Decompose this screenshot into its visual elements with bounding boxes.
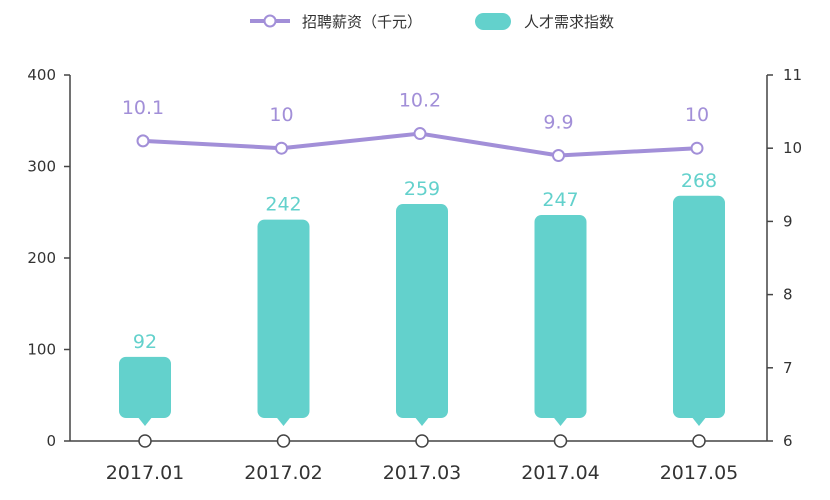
line-point bbox=[413, 127, 427, 141]
y-axis-right-ticks: 6 7 8 9 10 11 bbox=[767, 66, 802, 450]
line-point bbox=[552, 149, 565, 163]
x-tick-marker bbox=[138, 434, 152, 448]
y-right-tick-label: 7 bbox=[783, 359, 793, 377]
y-left-tick-label: 100 bbox=[27, 341, 56, 359]
legend-line-marker bbox=[263, 14, 277, 28]
legend-bar-swatch bbox=[475, 13, 511, 30]
bar-value-label: 268 bbox=[681, 170, 717, 192]
line-value-label: 10 bbox=[685, 104, 709, 126]
axes: 0 100 200 300 400 6 7 8 9 10 11 bbox=[27, 66, 802, 450]
line-point bbox=[275, 141, 288, 155]
line-point bbox=[136, 134, 150, 148]
legend-item-line[interactable]: 招聘薪资（千元） bbox=[250, 13, 422, 31]
y-right-tick-label: 11 bbox=[783, 66, 802, 84]
legend-bar-label: 人才需求指数 bbox=[524, 13, 614, 31]
bar-pointer bbox=[275, 416, 292, 426]
y-right-tick-label: 6 bbox=[783, 432, 793, 450]
line-value-label: 9.9 bbox=[543, 112, 573, 134]
y-right-tick-label: 8 bbox=[783, 286, 793, 304]
line-point bbox=[690, 141, 704, 155]
y-right-tick-label: 9 bbox=[783, 212, 793, 230]
bar-pointer bbox=[414, 416, 430, 426]
x-tick-marker bbox=[692, 434, 706, 448]
y-left-tick-label: 200 bbox=[27, 249, 56, 267]
legend: 招聘薪资（千元） 人才需求指数 bbox=[250, 13, 614, 31]
y-right-tick-label: 10 bbox=[783, 139, 802, 157]
bar-value-label: 242 bbox=[265, 194, 301, 216]
x-tick-marker bbox=[415, 434, 429, 448]
x-axis-ticks: 2017.01 2017.02 2017.03 2017.04 2017.05 bbox=[106, 434, 739, 484]
x-tick-label: 2017.04 bbox=[521, 462, 600, 484]
bar: 242 bbox=[257, 194, 310, 426]
bar-value-label: 92 bbox=[133, 331, 157, 353]
x-tick-marker bbox=[276, 434, 291, 448]
line-value-label: 10.2 bbox=[399, 90, 441, 112]
bar-value-label: 247 bbox=[542, 189, 578, 211]
x-tick-label: 2017.01 bbox=[106, 462, 185, 484]
legend-line-label: 招聘薪资（千元） bbox=[302, 13, 422, 31]
y-left-tick-label: 400 bbox=[27, 66, 56, 84]
legend-item-bar[interactable]: 人才需求指数 bbox=[475, 13, 614, 31]
bar-body bbox=[396, 204, 448, 418]
bar-body bbox=[534, 214, 587, 418]
bar-body bbox=[257, 219, 310, 418]
x-tick-marker bbox=[553, 434, 568, 448]
line-series: 10.1 10 10.2 9.9 10 bbox=[122, 90, 709, 163]
y-left-tick-label: 300 bbox=[27, 158, 56, 176]
line-value-label: 10 bbox=[269, 104, 293, 126]
line-value-label: 10.1 bbox=[122, 97, 164, 119]
x-tick-label: 2017.02 bbox=[244, 462, 323, 484]
bar-body bbox=[673, 195, 725, 418]
y-axis-left-ticks: 0 100 200 300 400 bbox=[27, 66, 70, 450]
bar: 268 bbox=[673, 170, 725, 426]
bar-value-label: 259 bbox=[404, 178, 440, 200]
bar-pointer bbox=[552, 416, 569, 426]
bar: 259 bbox=[396, 178, 448, 426]
bar-pointer bbox=[691, 416, 707, 426]
x-tick-label: 2017.03 bbox=[383, 462, 462, 484]
y-left-tick-label: 0 bbox=[46, 432, 56, 450]
bar-series: 92 242 259 247 268 bbox=[119, 170, 725, 426]
bar-pointer bbox=[137, 416, 153, 426]
bar: 92 bbox=[119, 331, 171, 426]
x-tick-label: 2017.05 bbox=[660, 462, 739, 484]
bar-body bbox=[119, 356, 171, 418]
bar: 247 bbox=[534, 189, 587, 426]
